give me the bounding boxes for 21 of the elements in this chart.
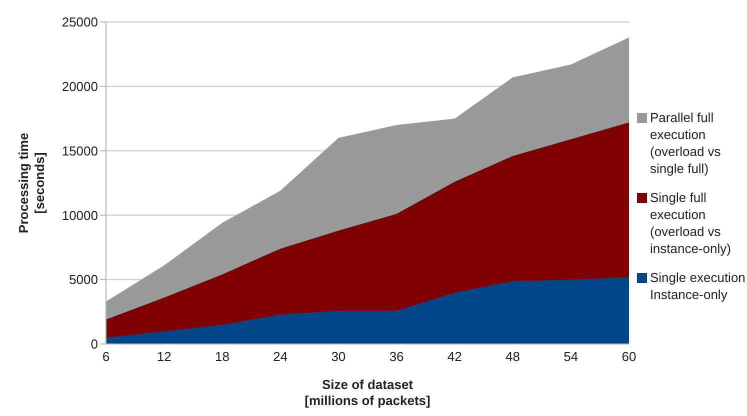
x-tick-label: 12	[156, 349, 172, 364]
legend-label: Parallel full execution (overload vs single full)	[650, 109, 722, 177]
x-axis-title: Size of dataset [millions of packets]	[304, 377, 430, 408]
x-tick-label: 6	[102, 349, 110, 364]
legend-label: Single full execution (overload vs instance-only)	[650, 189, 732, 257]
legend-label: Single execution Instance-only	[650, 269, 746, 303]
y-tick-label: 5000	[69, 272, 98, 288]
y-tick-label: 10000	[62, 208, 98, 223]
x-tick-label: 48	[506, 349, 520, 364]
y-tick-label: 0	[90, 336, 98, 352]
x-tick-label: 54	[564, 349, 578, 364]
y-tick-label: 25000	[62, 14, 98, 30]
x-tick-label: 24	[273, 349, 288, 364]
x-tick-label: 30	[331, 349, 346, 364]
y-tick-label: 20000	[62, 79, 98, 94]
y-axis-title: Processing time [seconds]	[16, 132, 47, 234]
x-tick-label: 42	[447, 349, 462, 364]
x-tick-label: 36	[389, 349, 404, 364]
x-tick-label: 60	[622, 349, 636, 364]
x-tick-label: 18	[214, 349, 230, 364]
y-tick-label: 15000	[62, 143, 98, 158]
